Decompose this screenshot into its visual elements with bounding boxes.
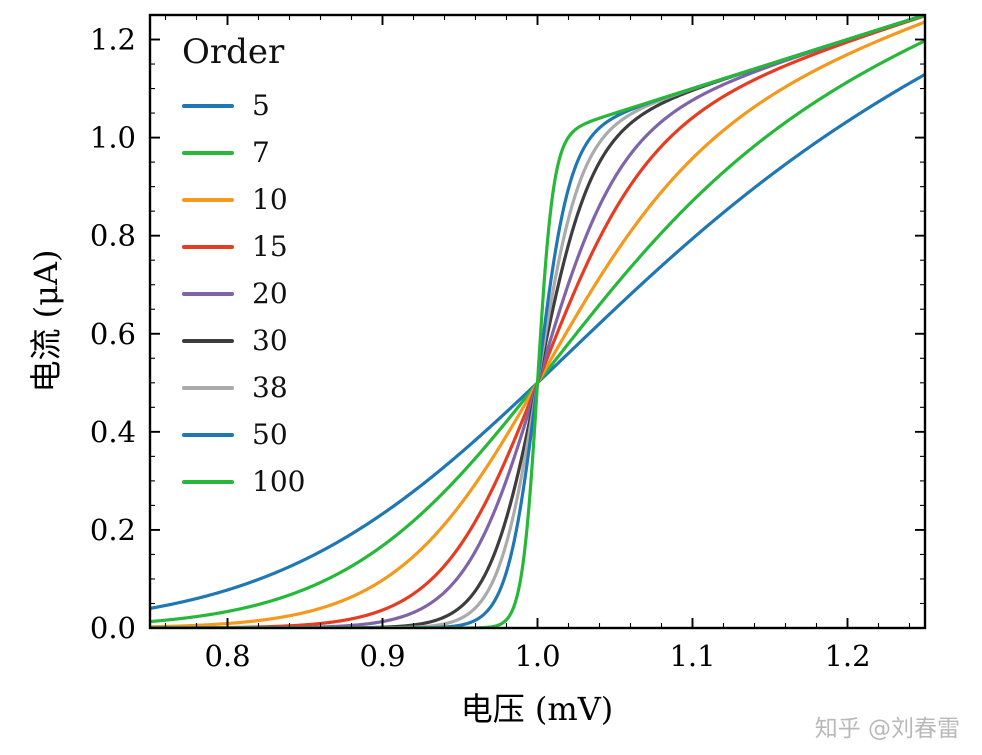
legend-line-swatch (182, 479, 234, 484)
legend-entry: 10 (182, 176, 305, 223)
curve-order-100 (150, 15, 925, 628)
legend-line-swatch (182, 150, 234, 155)
legend-line-swatch (182, 338, 234, 343)
watermark: 知乎 @刘春雷 (814, 716, 960, 742)
legend-entry: 100 (182, 458, 305, 505)
ticks-group (150, 14, 925, 629)
y-tick-label: 0.4 (90, 415, 136, 449)
legend-entry: 5 (182, 82, 305, 129)
legend-entry-label: 38 (252, 371, 288, 404)
legend-line-swatch (182, 291, 234, 296)
legend-line-swatch (182, 197, 234, 202)
y-tick-label: 0.2 (90, 513, 136, 547)
legend-line-swatch (182, 385, 234, 390)
x-tick-label: 1.1 (669, 639, 715, 673)
y-tick-label: 0.0 (90, 611, 136, 645)
legend-entry: 30 (182, 317, 305, 364)
legend-entry-label: 20 (252, 277, 288, 310)
legend-entry-label: 30 (252, 324, 288, 357)
legend-line-swatch (182, 244, 234, 249)
legend-line-swatch (182, 432, 234, 437)
legend-entry-label: 50 (252, 418, 288, 451)
legend-entry: 38 (182, 364, 305, 411)
legend-entry-label: 100 (252, 465, 306, 498)
legend-entry-label: 15 (252, 230, 288, 263)
legend-entry: 15 (182, 223, 305, 270)
legend-entry: 20 (182, 270, 305, 317)
y-axis-label: 电流 (μA) (27, 249, 65, 393)
legend-entry-label: 5 (252, 89, 270, 122)
legend-entry: 7 (182, 129, 305, 176)
x-tick-label: 1.2 (824, 639, 870, 673)
y-tick-label: 0.8 (90, 219, 136, 253)
legend-entry: 50 (182, 411, 305, 458)
x-tick-label: 0.8 (204, 639, 250, 673)
legend: Order 5 7 10 15 20 30 38 50 100 (182, 32, 305, 505)
x-tick-label: 0.9 (359, 639, 405, 673)
x-tick-label: 1.0 (514, 639, 560, 673)
legend-line-swatch (182, 103, 234, 108)
legend-entry-label: 10 (252, 183, 288, 216)
y-tick-label: 0.6 (90, 317, 136, 351)
y-tick-label: 1.0 (90, 121, 136, 155)
x-axis-label: 电压 (mV) (460, 690, 614, 728)
y-tick-label: 1.2 (90, 23, 136, 57)
legend-title: Order (182, 32, 285, 72)
tick-labels-group: 0.8 0.9 1.0 1.1 1.2 0.0 0.2 0.4 0.6 0.8 1.0 1.2 (90, 23, 871, 674)
legend-entries: 5 7 10 15 20 30 38 50 100 (182, 82, 305, 505)
legend-entry-label: 7 (252, 136, 270, 169)
